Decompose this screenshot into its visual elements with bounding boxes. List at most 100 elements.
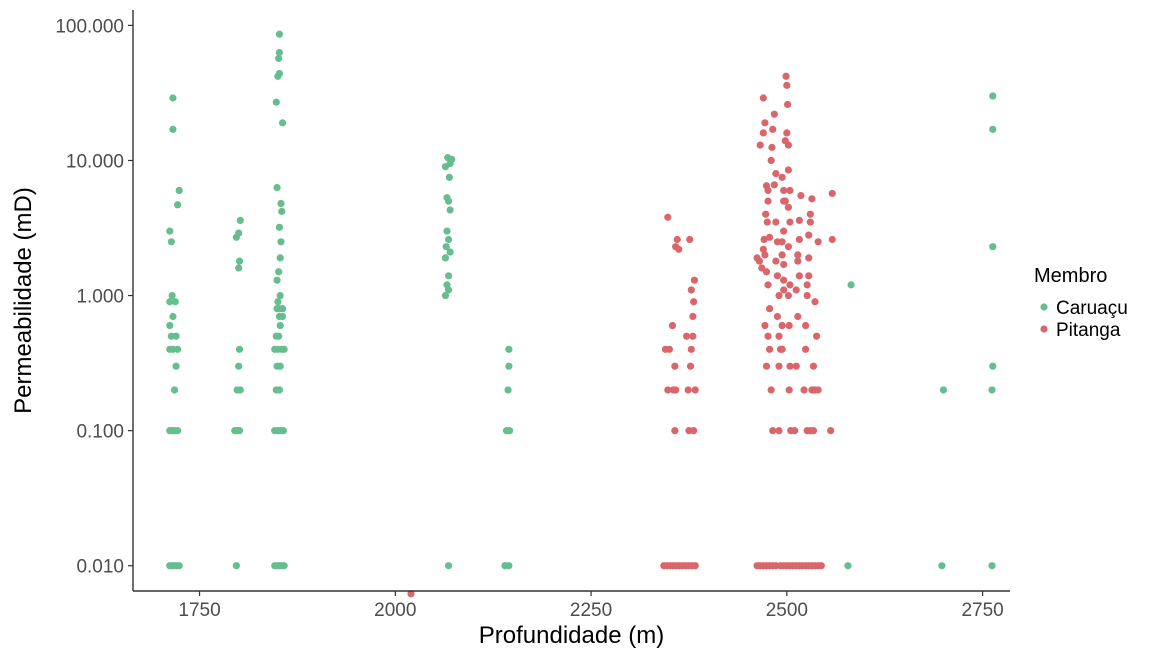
data-point — [166, 298, 174, 306]
data-point — [768, 143, 776, 151]
data-point — [235, 264, 243, 272]
data-point — [275, 54, 283, 62]
data-point — [276, 362, 284, 370]
data-point — [172, 362, 180, 370]
data-point — [770, 110, 778, 118]
data-point — [794, 312, 802, 321]
data-point — [166, 321, 174, 330]
data-point — [784, 141, 793, 149]
data-point — [272, 98, 280, 106]
data-point — [828, 189, 836, 198]
data-point — [675, 245, 683, 253]
series-caruaçu — [166, 30, 997, 570]
data-point — [690, 427, 698, 435]
data-point — [764, 281, 772, 289]
data-point — [802, 321, 810, 330]
data-point — [783, 81, 791, 89]
data-point — [691, 386, 699, 394]
data-point — [775, 362, 783, 370]
data-point — [273, 183, 281, 192]
data-point — [805, 254, 813, 262]
legend-key — [1040, 325, 1048, 333]
data-point — [808, 195, 816, 203]
data-point — [784, 100, 792, 109]
data-point — [817, 562, 825, 570]
data-point — [687, 345, 695, 353]
x-axis-title: Profundidade (m) — [479, 622, 664, 649]
data-point — [756, 141, 764, 149]
data-point — [766, 345, 774, 353]
data-point — [169, 312, 177, 321]
data-point — [805, 272, 813, 280]
data-point — [169, 94, 177, 102]
data-point — [759, 94, 767, 102]
y-tick-label: 0.100 — [76, 422, 124, 443]
data-point — [280, 562, 288, 570]
data-point — [785, 321, 793, 330]
data-point — [780, 260, 788, 269]
data-point — [171, 298, 179, 306]
data-point — [802, 345, 810, 353]
data-point — [772, 257, 780, 265]
data-point — [844, 562, 852, 570]
x-tick-label: 2000 — [374, 600, 416, 621]
data-point — [772, 218, 780, 226]
x-tick-label: 2750 — [961, 600, 1003, 621]
data-point — [795, 235, 803, 244]
data-point — [770, 181, 778, 189]
data-point — [235, 362, 243, 370]
data-point — [755, 257, 764, 265]
data-point — [792, 286, 800, 294]
data-point — [167, 238, 175, 246]
data-point — [686, 362, 695, 370]
data-point — [443, 194, 451, 202]
data-point — [989, 92, 997, 100]
data-point — [274, 298, 282, 306]
data-point — [803, 291, 811, 300]
data-point — [672, 386, 680, 394]
data-point — [505, 562, 513, 570]
data-point — [806, 218, 814, 226]
y-tick-label: 1.000 — [76, 287, 124, 308]
x-tick-label: 2500 — [766, 600, 808, 621]
data-point — [775, 291, 783, 300]
data-point — [671, 362, 679, 370]
data-point — [446, 248, 454, 256]
data-point — [759, 245, 767, 253]
data-point — [939, 386, 948, 394]
data-point — [785, 386, 793, 394]
data-point — [668, 321, 677, 330]
data-point — [766, 305, 774, 313]
data-point — [792, 362, 800, 370]
data-point — [811, 298, 819, 306]
data-point — [407, 590, 415, 598]
data-point — [766, 233, 774, 241]
data-point — [441, 291, 450, 300]
data-point — [795, 216, 803, 225]
data-point — [275, 386, 284, 394]
data-point — [275, 30, 284, 38]
data-point — [773, 272, 782, 280]
data-point — [278, 305, 287, 313]
data-point — [170, 386, 179, 394]
data-point — [783, 129, 791, 137]
series-pitanga — [407, 72, 836, 598]
data-point — [235, 427, 244, 435]
data-point — [778, 345, 786, 353]
data-point — [988, 562, 996, 570]
data-point — [761, 251, 769, 259]
data-point — [764, 186, 772, 195]
axes — [132, 10, 1010, 592]
data-point — [797, 191, 805, 200]
data-point — [775, 427, 783, 435]
x-axis-ticks: 1750 2000 2250 2500 2750 — [178, 591, 1004, 621]
y-tick-label: 100.000 — [55, 16, 124, 37]
data-point — [273, 276, 281, 284]
data-point — [441, 254, 450, 262]
data-point — [778, 173, 786, 181]
data-point — [235, 257, 244, 265]
x-tick-label: 1750 — [178, 600, 220, 621]
data-point — [168, 291, 176, 300]
